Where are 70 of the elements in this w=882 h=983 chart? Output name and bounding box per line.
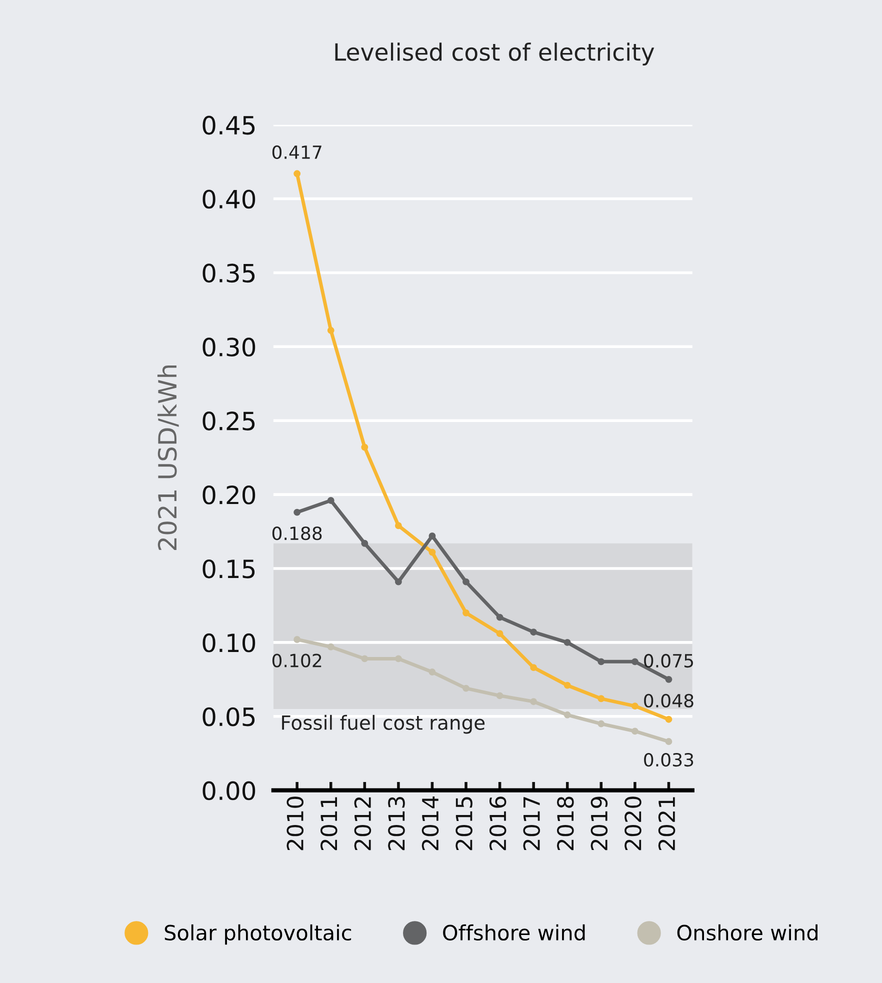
point <box>564 711 571 718</box>
point <box>327 643 334 650</box>
point <box>462 578 470 586</box>
y-tick-label: 0.15 <box>202 559 255 578</box>
point <box>428 668 436 676</box>
point <box>462 609 470 616</box>
x-tick-label: 2019 <box>590 796 608 850</box>
y-tick-label: 0.25 <box>202 412 255 430</box>
point <box>361 655 368 662</box>
x-tick-label: 2020 <box>624 796 642 850</box>
data-label: 0.048 <box>644 694 694 708</box>
point <box>294 636 301 643</box>
point <box>598 720 605 728</box>
point <box>294 508 301 516</box>
x-tick-label: 2015 <box>456 797 472 850</box>
y-tick-label: 0.20 <box>202 486 256 504</box>
y-tick-label: 0.40 <box>202 190 256 209</box>
y-tick-label: 0.05 <box>202 707 255 726</box>
point <box>530 628 538 636</box>
chart-title: Levelised cost of electricity <box>335 42 654 66</box>
x-tick-label: 2017 <box>523 797 540 850</box>
point <box>665 716 672 723</box>
point <box>530 698 538 706</box>
y-axis-title: 2021 USD/kWh <box>157 365 179 550</box>
point <box>564 682 571 689</box>
data-label: 0.417 <box>272 145 322 160</box>
y-tick-label: 0.30 <box>202 338 256 357</box>
point <box>428 532 436 540</box>
point <box>462 684 470 692</box>
point <box>394 578 402 586</box>
point <box>631 702 638 710</box>
y-tick-label: 0.10 <box>202 633 256 652</box>
point <box>294 170 301 178</box>
point <box>394 522 402 530</box>
point <box>598 695 605 702</box>
point <box>665 738 672 745</box>
legend-label: Onshore wind <box>677 924 818 941</box>
point <box>496 630 504 638</box>
x-tick-label: 2016 <box>489 796 506 850</box>
point <box>361 444 368 451</box>
point <box>496 692 504 700</box>
point <box>428 548 436 556</box>
point <box>361 540 368 547</box>
legend-label: Solar photovoltaic <box>164 924 352 945</box>
point <box>530 664 538 672</box>
data-label: 0.075 <box>644 654 693 668</box>
point <box>631 658 638 666</box>
data-label: 0.188 <box>272 526 322 540</box>
data-label: 0.033 <box>644 752 694 767</box>
data-label: 0.102 <box>272 654 322 668</box>
band-label: Fossil fuel cost range <box>282 714 485 734</box>
x-tick-label: 2010 <box>286 796 304 850</box>
x-tick-label: 2018 <box>557 796 574 850</box>
y-tick-label: 0.35 <box>202 264 255 283</box>
point <box>631 728 638 735</box>
x-tick-label: 2012 <box>354 797 372 850</box>
y-tick-label: 0.45 <box>202 116 255 135</box>
x-tick-label: 2014 <box>422 796 439 850</box>
x-tick-label: 2021 <box>658 797 676 850</box>
legend-label: Offshore wind <box>443 924 585 941</box>
point <box>327 326 334 334</box>
x-tick-label: 2011 <box>320 797 338 850</box>
point <box>327 497 334 504</box>
point <box>598 658 605 666</box>
point <box>665 676 672 683</box>
point <box>496 614 504 621</box>
x-tick-label: 2013 <box>388 796 405 850</box>
point <box>564 638 571 646</box>
y-tick-label: 0.00 <box>202 781 256 800</box>
point <box>394 655 402 662</box>
